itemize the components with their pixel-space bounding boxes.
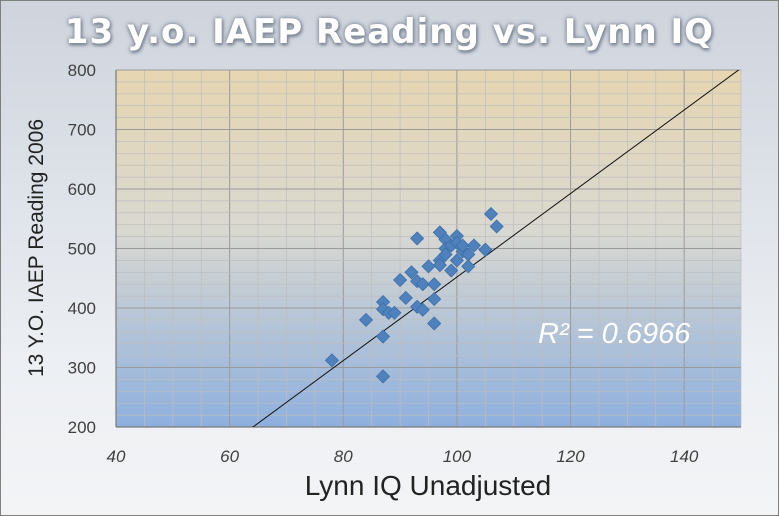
y-tick-label: 800 (68, 61, 96, 80)
data-point (415, 302, 430, 317)
data-point (375, 329, 391, 344)
data-point (404, 265, 419, 280)
data-point (427, 292, 442, 307)
data-point (478, 242, 493, 257)
data-point (427, 316, 442, 331)
chart-title: 13 y.o. IAEP Reading vs. Lynn IQ (64, 12, 715, 52)
data-point (421, 259, 436, 274)
data-point (449, 253, 464, 268)
data-point (324, 353, 339, 368)
data-point (438, 247, 453, 262)
x-tick-label: 120 (556, 447, 585, 466)
y-tick-label: 300 (68, 359, 96, 378)
data-point (398, 290, 413, 305)
r-squared-annotation: R² = 0.6966 (538, 318, 691, 350)
x-axis-label: Lynn IQ Unadjusted (304, 470, 552, 501)
data-point (432, 258, 447, 273)
y-axis-label: 13 Y.O. IAEP Reading 2006 (25, 118, 48, 378)
data-point (410, 231, 425, 246)
x-tick-label: 80 (334, 447, 353, 466)
x-tick-label: 60 (220, 447, 239, 466)
y-tick-label: 600 (68, 180, 96, 199)
data-point (427, 277, 442, 292)
data-point (387, 305, 402, 320)
data-points (324, 206, 504, 384)
data-point (483, 206, 499, 222)
y-tick-label: 700 (68, 121, 96, 140)
x-tick-label: 100 (443, 447, 472, 466)
data-point (461, 259, 476, 274)
tick-labels: 40 60 80 100 120 140 200 300 400 500 600 700 800 (68, 61, 699, 466)
data-point (444, 263, 459, 278)
data-point (489, 219, 504, 234)
x-tick-label: 140 (670, 447, 699, 466)
data-point (466, 238, 482, 253)
y-tick-label: 400 (68, 299, 96, 318)
y-tick-label: 500 (68, 240, 96, 259)
x-tick-label: 40 (107, 447, 126, 466)
data-point (415, 277, 430, 292)
data-point (461, 247, 476, 262)
data-point (393, 272, 408, 288)
data-point (375, 369, 391, 384)
y-tick-label: 200 (68, 418, 96, 437)
axes (115, 70, 741, 428)
data-point (455, 238, 470, 253)
data-point (358, 312, 374, 327)
